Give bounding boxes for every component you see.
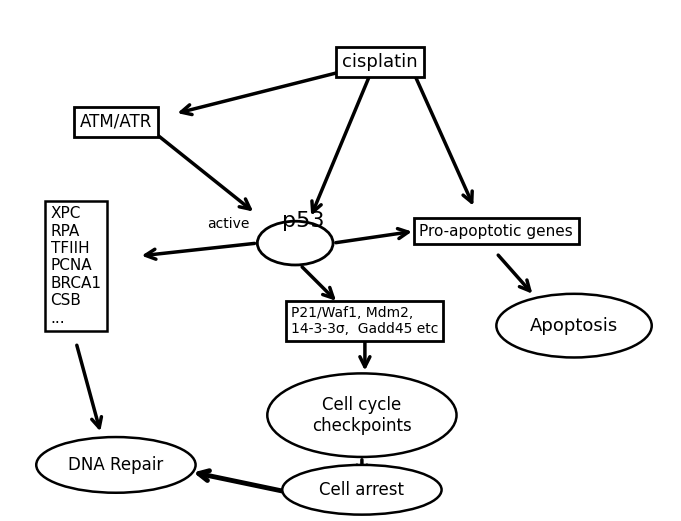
Text: Cell arrest: Cell arrest [319, 481, 405, 499]
Ellipse shape [268, 374, 456, 457]
Text: DNA Repair: DNA Repair [68, 456, 163, 474]
Text: cisplatin: cisplatin [342, 53, 417, 71]
Text: Apoptosis: Apoptosis [530, 317, 618, 334]
Ellipse shape [257, 221, 333, 265]
Text: active: active [207, 217, 250, 231]
Text: Pro-apoptotic genes: Pro-apoptotic genes [419, 224, 573, 239]
Text: P21/Waf1, Mdm2,
14-3-3σ,  Gadd45 etc: P21/Waf1, Mdm2, 14-3-3σ, Gadd45 etc [291, 306, 439, 336]
Ellipse shape [496, 294, 652, 357]
Ellipse shape [36, 437, 195, 493]
Ellipse shape [282, 465, 441, 515]
Text: XPC
RPA
TFIIH
PCNA
BRCA1
CSB
...: XPC RPA TFIIH PCNA BRCA1 CSB ... [50, 206, 101, 326]
Text: p53: p53 [282, 211, 325, 231]
Text: ATM/ATR: ATM/ATR [80, 113, 152, 131]
Text: Cell cycle
checkpoints: Cell cycle checkpoints [312, 396, 412, 435]
